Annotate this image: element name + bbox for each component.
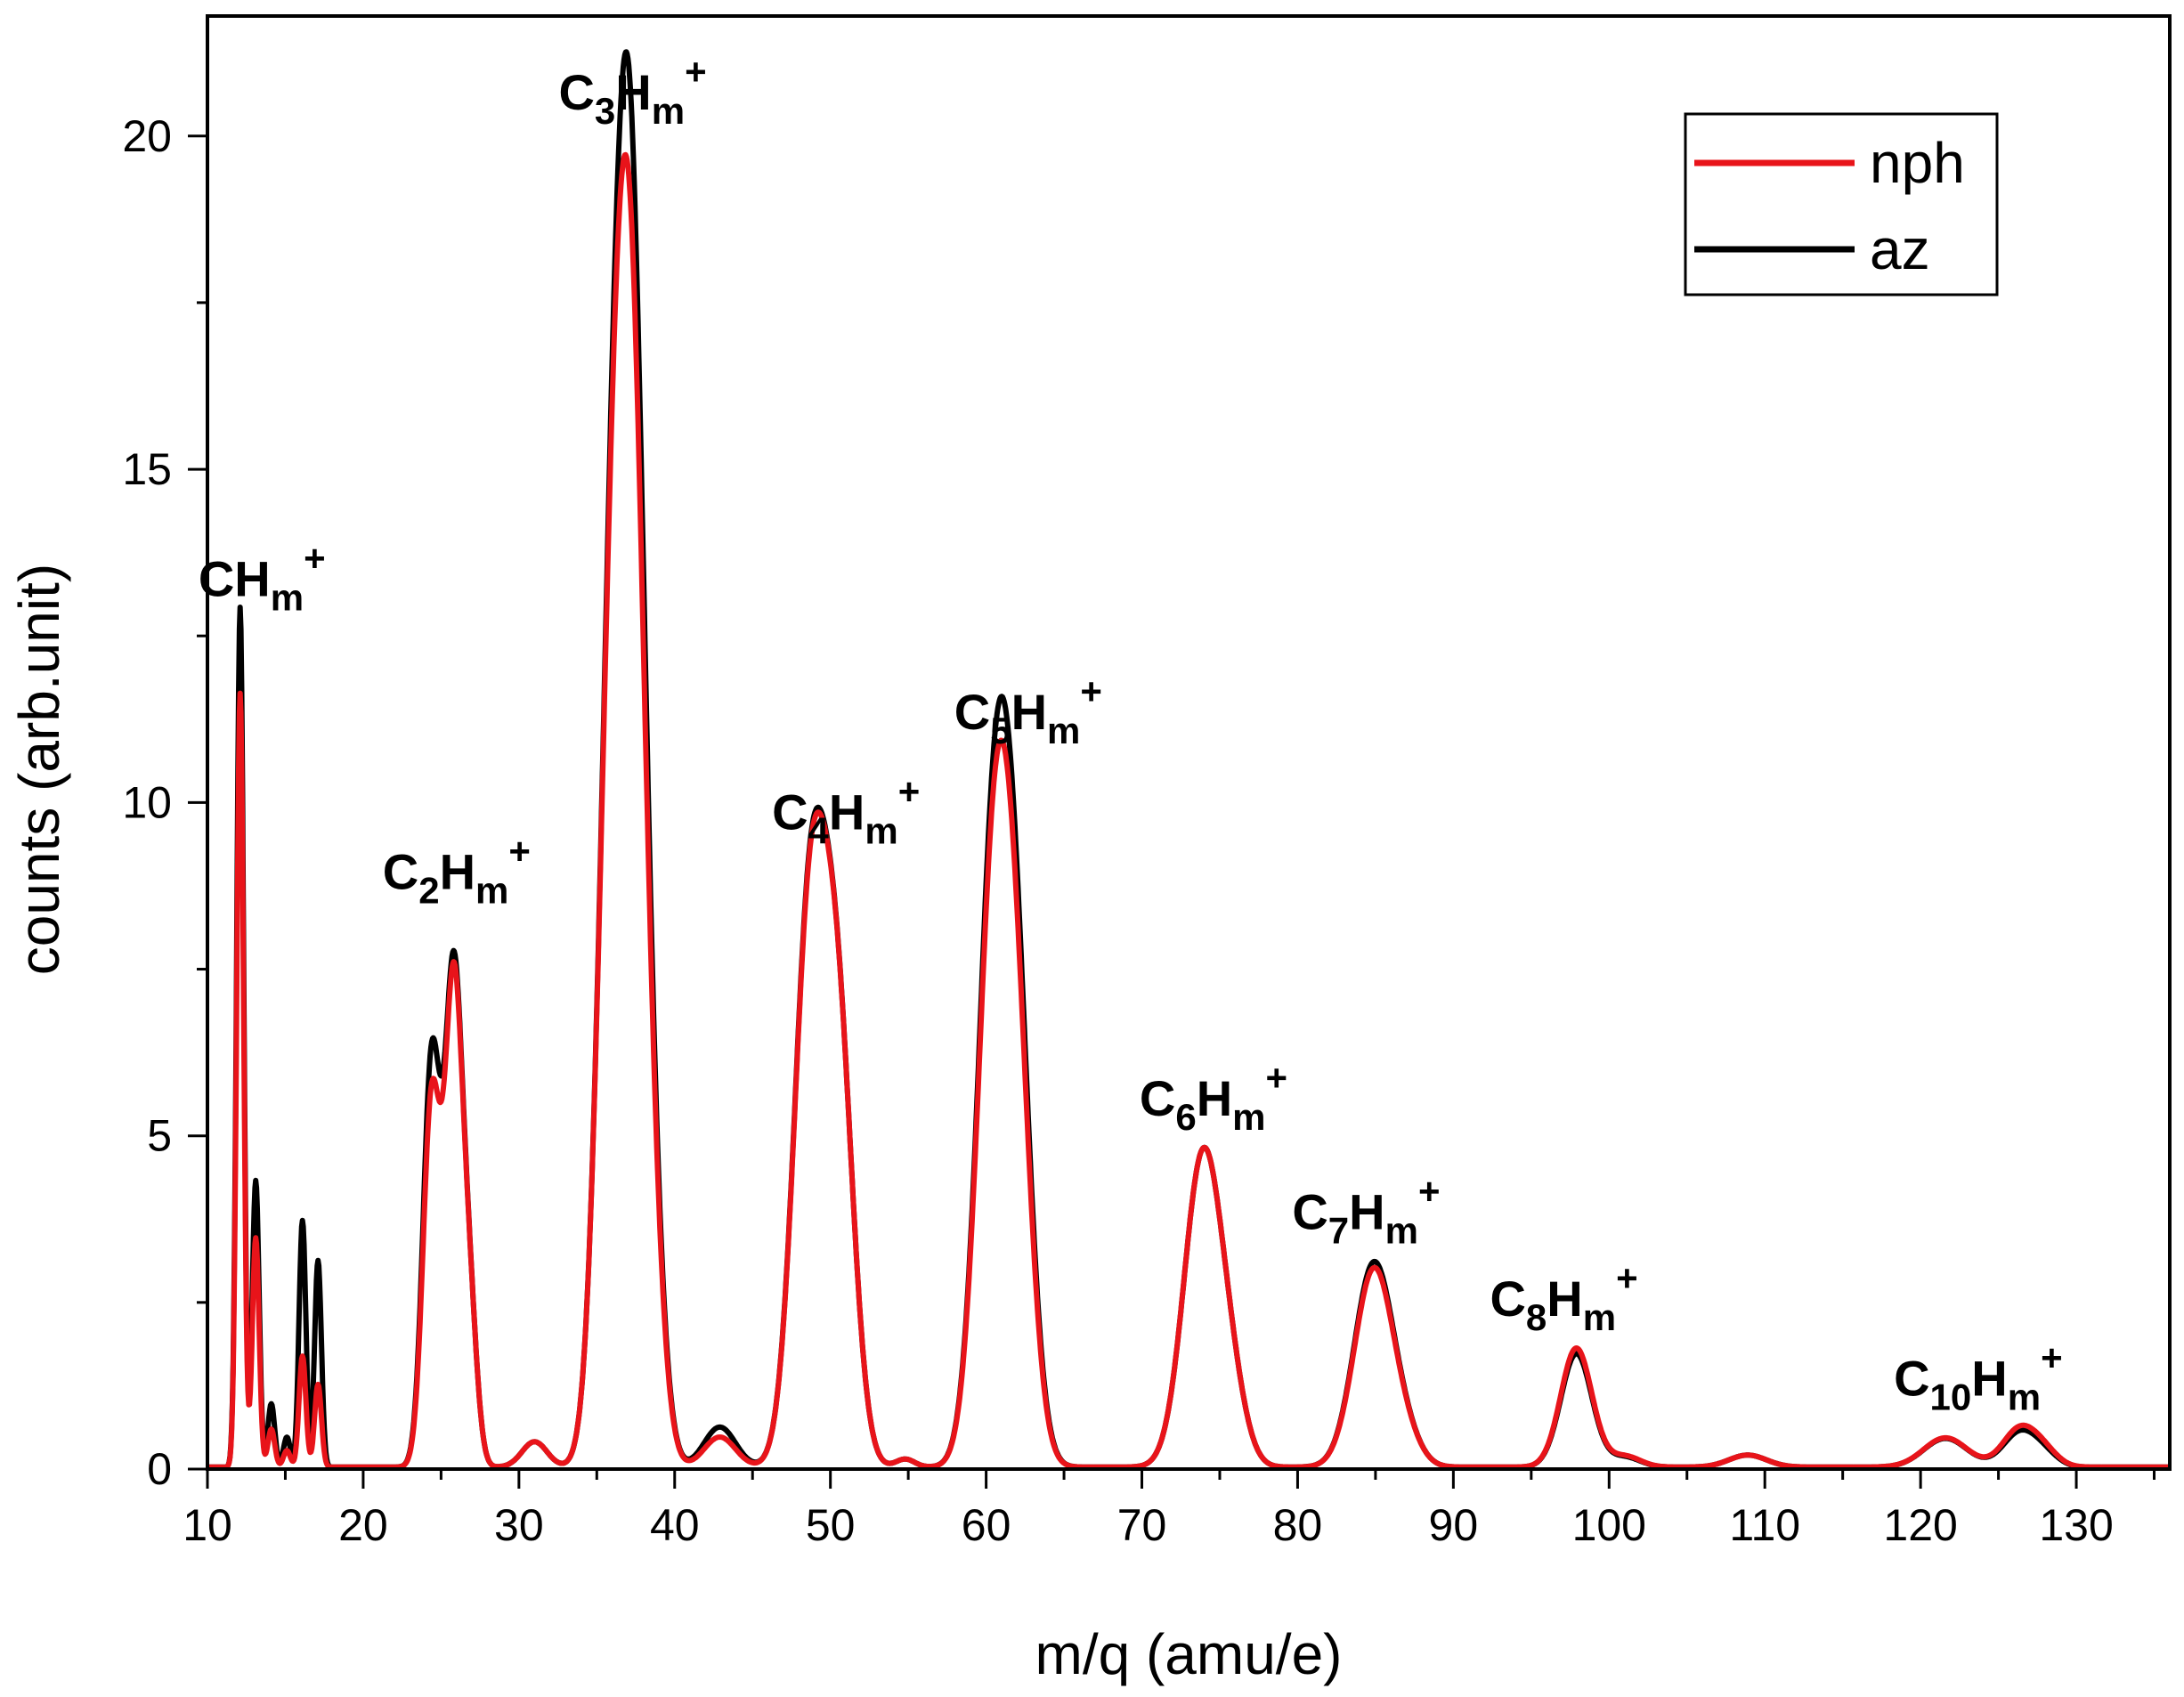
legend: nph az	[1684, 112, 1999, 296]
peak-label: CHm+	[199, 537, 326, 618]
peak-label: C6Hm+	[1140, 1057, 1287, 1138]
peak-label: C10Hm+	[1894, 1337, 2063, 1418]
y-axis-title: counts (arb.unit)	[7, 564, 71, 975]
x-tick-label: 10	[183, 1500, 232, 1550]
series-curves	[205, 49, 2172, 1470]
peak-label: C2Hm+	[383, 831, 531, 912]
peak-label: C3Hm+	[558, 51, 706, 132]
x-tick-label: 70	[1117, 1500, 1167, 1550]
x-tick-label: 80	[1273, 1500, 1323, 1550]
x-tick-label: 110	[1729, 1500, 1800, 1550]
peak-label: C8Hm+	[1490, 1257, 1637, 1338]
y-tick-label: 20	[122, 111, 172, 161]
peak-label: C5Hm+	[954, 670, 1102, 751]
plot-frame	[206, 14, 2172, 1471]
x-tick-label: 130	[2039, 1500, 2113, 1550]
legend-box	[1684, 112, 1999, 296]
x-tick-label: 120	[1883, 1500, 1957, 1550]
x-tick-label: 90	[1429, 1500, 1479, 1550]
peak-label: C7Hm+	[1292, 1170, 1440, 1251]
y-tick-label: 15	[122, 444, 172, 494]
legend-label-az: az	[1870, 217, 1930, 281]
peak-label: C4Hm+	[772, 770, 920, 851]
y-axis: 0 5 10 15 20	[122, 111, 207, 1494]
x-axis-title: m/q (amu/e)	[1035, 1622, 1343, 1686]
peak-annotations: CHm+ C2Hm+ C3Hm+ C4Hm+ C5Hm+ C6Hm+C7Hm+ C8Hm+ C…	[199, 51, 2063, 1418]
y-tick-label: 10	[122, 777, 172, 827]
x-tick-label: 20	[338, 1500, 388, 1550]
x-tick-label: 60	[962, 1500, 1011, 1550]
x-tick-label: 50	[806, 1500, 856, 1550]
y-tick-label: 5	[147, 1111, 172, 1161]
x-tick-label: 100	[1572, 1500, 1646, 1550]
legend-label-nph: nph	[1870, 131, 1965, 195]
series-line-nph	[205, 151, 2172, 1470]
x-tick-label: 30	[494, 1500, 544, 1550]
y-tick-label: 0	[147, 1444, 172, 1494]
x-axis: 10 20 30 40 50 60 70 80 90 100 110 120 130	[183, 1469, 2156, 1550]
x-tick-label: 40	[650, 1500, 700, 1550]
